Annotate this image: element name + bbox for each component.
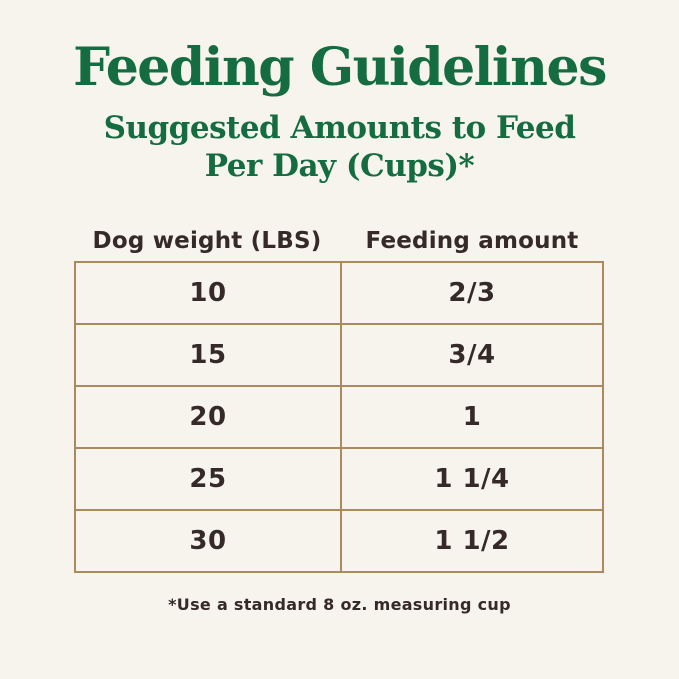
dog-weight-value: 30: [76, 510, 342, 571]
feeding-table: 10 2/3 15 3/4 20 1 25 1 1/4 30 1 1/2: [74, 260, 604, 573]
subtitle-line-1: Suggested Amounts to Feed: [103, 110, 576, 147]
column-header-dog-weight: Dog weight (LBS): [92, 227, 322, 254]
feeding-amount-value: 1 1/2: [434, 525, 510, 556]
subtitle-line-2: Per Day (Cups)*: [204, 147, 475, 184]
page-subtitle: Suggested Amounts to Feed Per Day (Cups)…: [0, 110, 679, 186]
table-column-headers: Dog weight (LBS) Feeding amount: [74, 228, 604, 254]
table-row: 30 1 1/2: [76, 508, 602, 571]
dog-weight-value: 20: [76, 386, 342, 447]
dog-weight-value: 10: [76, 262, 342, 323]
dog-weight-value: 25: [76, 448, 342, 509]
feeding-amount-value: 2/3: [448, 277, 496, 308]
table-row: 25 1 1/4: [76, 446, 602, 509]
table-row: 20 1: [76, 384, 602, 447]
feeding-amount-value: 3/4: [448, 339, 496, 370]
table-row: 10 2/3: [76, 262, 602, 323]
column-header-feeding-amount: Feeding amount: [365, 227, 579, 254]
measuring-cup-footnote: *Use a standard 8 oz. measuring cup: [168, 594, 511, 614]
feeding-amount-value: 1 1/4: [434, 463, 510, 494]
page-title: Feeding Guidelines: [73, 37, 607, 98]
feeding-amount-value: 1: [462, 401, 482, 432]
dog-weight-value: 15: [76, 324, 342, 385]
table-row: 15 3/4: [76, 322, 602, 385]
